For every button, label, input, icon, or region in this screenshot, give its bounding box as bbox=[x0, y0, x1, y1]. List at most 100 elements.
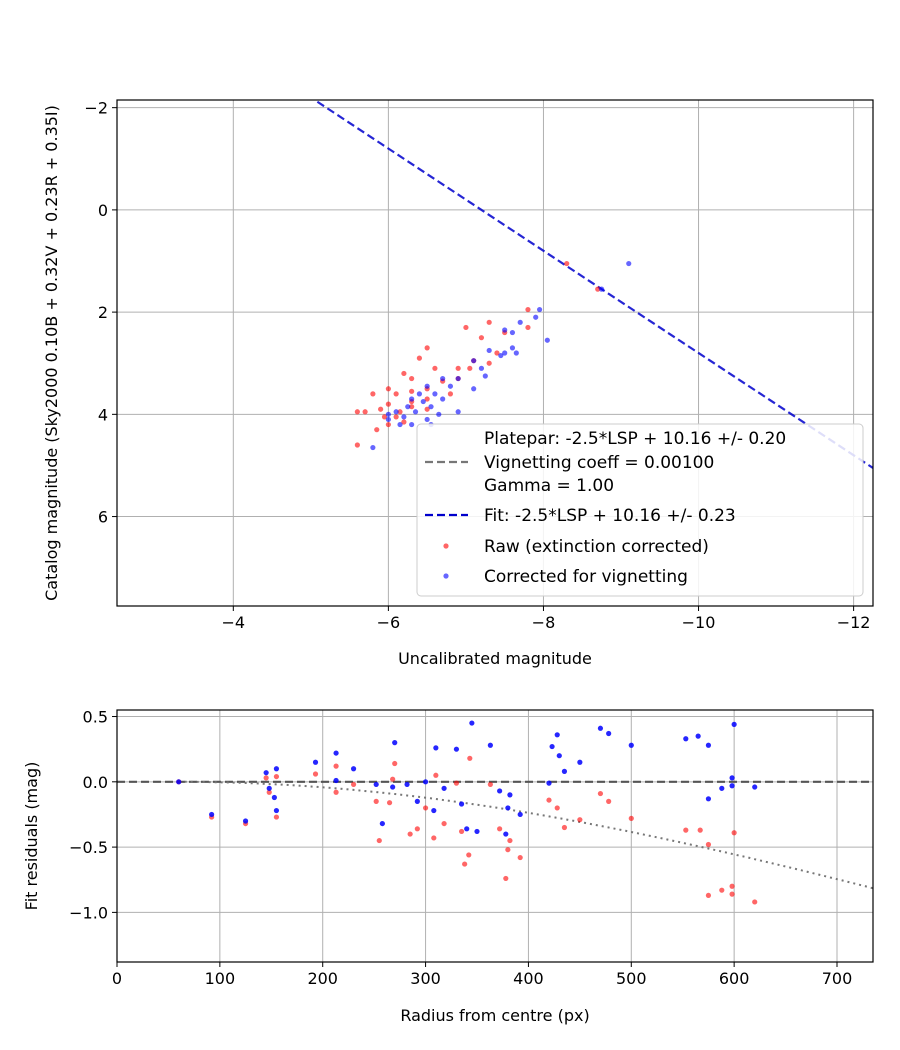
bottom-corrected-point bbox=[729, 783, 735, 789]
bottom-raw-point bbox=[386, 800, 393, 806]
top-raw-point bbox=[467, 365, 473, 371]
top-raw-point bbox=[447, 391, 454, 397]
top-raw-point bbox=[525, 306, 531, 313]
top-corrected-point bbox=[424, 416, 430, 423]
bottom-corrected-point bbox=[273, 807, 280, 814]
top-x-tick-label: −8 bbox=[532, 613, 556, 632]
bottom-raw-point bbox=[273, 814, 280, 820]
bottom-raw-point bbox=[466, 852, 472, 858]
top-raw-point bbox=[362, 409, 368, 415]
bottom-corrected-point bbox=[731, 721, 737, 727]
bottom-corrected-point bbox=[469, 720, 475, 726]
bottom-corrected-point bbox=[441, 785, 447, 791]
top-x-tick-label: −6 bbox=[377, 613, 401, 632]
top-corrected-point bbox=[533, 314, 539, 320]
top-corrected-point bbox=[536, 306, 543, 313]
top-corrected-point bbox=[409, 396, 415, 402]
bottom-corrected-point bbox=[487, 742, 493, 748]
bottom-corrected-point bbox=[597, 725, 604, 731]
bottom-gridlines bbox=[116, 710, 873, 962]
legend-platepar-text: Platepar: -2.5*LSP + 10.16 +/- 0.20 bbox=[484, 429, 786, 449]
top-raw-point bbox=[409, 404, 415, 410]
top-corrected-point bbox=[397, 421, 403, 428]
top-corrected-point bbox=[436, 411, 442, 417]
top-corrected-point bbox=[424, 383, 430, 389]
bottom-corrected-point bbox=[392, 740, 398, 746]
top-raw-point bbox=[409, 388, 415, 394]
top-corrected-point bbox=[455, 375, 461, 382]
top-raw-point bbox=[416, 355, 422, 361]
bottom-raw-point bbox=[503, 875, 509, 882]
top-raw-point bbox=[595, 286, 601, 292]
bottom-corrected-point bbox=[606, 730, 612, 737]
bottom-raw-point bbox=[705, 841, 712, 848]
bottom-raw-point bbox=[458, 828, 465, 835]
top-raw-point bbox=[374, 427, 380, 433]
top-y-axis-label: Catalog magnitude (Sky2000 0.10B + 0.32V… bbox=[42, 105, 61, 601]
top-corrected-point bbox=[385, 411, 391, 417]
top-corrected-point bbox=[502, 327, 508, 333]
top-plot-area bbox=[312, 100, 873, 469]
bottom-x-tick-label: 300 bbox=[410, 969, 441, 988]
bottom-raw-point bbox=[517, 854, 523, 861]
bottom-raw-point bbox=[453, 780, 460, 786]
bottom-corrected-point bbox=[312, 759, 319, 765]
top-corrected-point bbox=[412, 409, 419, 415]
top-y-tick-label: 6 bbox=[98, 508, 108, 527]
bottom-raw-point bbox=[414, 826, 420, 832]
bottom-x-tick-label: 500 bbox=[616, 969, 647, 988]
bottom-corrected-point bbox=[497, 788, 503, 794]
bottom-corrected-point bbox=[209, 811, 215, 818]
bottom-corrected-point bbox=[266, 785, 272, 791]
bottom-corrected-point bbox=[271, 794, 277, 801]
top-corrected-point bbox=[482, 373, 488, 379]
top-fit-line bbox=[312, 100, 873, 469]
bottom-x-tick-label: 100 bbox=[205, 969, 236, 988]
bottom-y-tick-label: 0.0 bbox=[83, 773, 108, 792]
bottom-corrected-point bbox=[458, 801, 465, 807]
bottom-corrected-point bbox=[379, 820, 385, 827]
bottom-raw-point bbox=[697, 827, 703, 833]
bottom-x-tick-label: 400 bbox=[513, 969, 544, 988]
legend-raw-marker bbox=[443, 543, 449, 549]
top-raw-point bbox=[455, 365, 461, 371]
top-corrected-point bbox=[432, 391, 438, 397]
top-corrected-point bbox=[471, 386, 477, 392]
bottom-chart-panel: 0 100 200 300 400 500 600 700 0.5 0.0 −0.5 −1.0 Ra… bbox=[22, 708, 874, 1025]
bottom-raw-point bbox=[597, 790, 604, 797]
top-x-ticks: −4 −6 −8 −10 −12 bbox=[222, 606, 870, 632]
bottom-x-tick-label: 700 bbox=[822, 969, 853, 988]
bottom-corrected-point bbox=[176, 779, 182, 785]
top-raw-point bbox=[424, 396, 430, 402]
bottom-raw-point bbox=[705, 892, 712, 899]
top-corrected-point bbox=[416, 391, 422, 397]
bottom-corrected-point bbox=[705, 796, 712, 802]
top-x-axis-label: Uncalibrated magnitude bbox=[398, 649, 592, 668]
legend-corrected-text: Corrected for vignetting bbox=[484, 567, 688, 587]
legend-raw-text: Raw (extinction corrected) bbox=[484, 537, 709, 557]
top-corrected-point bbox=[409, 421, 415, 428]
top-corrected-point bbox=[599, 286, 605, 292]
top-raw-point bbox=[393, 391, 399, 397]
top-y-ticks: −2 0 2 4 6 bbox=[84, 99, 117, 527]
top-corrected-point bbox=[509, 329, 516, 336]
legend: Platepar: -2.5*LSP + 10.16 +/- 0.20 Vign… bbox=[416, 423, 864, 597]
bottom-raw-point bbox=[577, 817, 583, 823]
bottom-raw-point bbox=[561, 824, 568, 831]
bottom-corrected-point bbox=[546, 780, 552, 786]
bottom-y-tick-label: −0.5 bbox=[69, 838, 108, 857]
top-corrected-point bbox=[513, 350, 519, 356]
bottom-corrected-point bbox=[556, 753, 562, 759]
legend-vignetting-text: Vignetting coeff = 0.00100 bbox=[484, 453, 714, 473]
top-y-tick-label: 2 bbox=[98, 303, 108, 322]
bottom-corrected-point bbox=[422, 779, 429, 785]
bottom-corrected-point bbox=[453, 746, 460, 752]
legend-box bbox=[416, 423, 864, 597]
top-raw-point bbox=[393, 414, 399, 420]
top-raw-point bbox=[385, 401, 391, 407]
top-corrected-point bbox=[370, 444, 376, 451]
bottom-raw-point bbox=[422, 805, 429, 811]
top-corrected-point bbox=[471, 358, 477, 364]
bottom-corrected-point bbox=[729, 775, 735, 781]
bottom-raw-point bbox=[505, 847, 511, 853]
